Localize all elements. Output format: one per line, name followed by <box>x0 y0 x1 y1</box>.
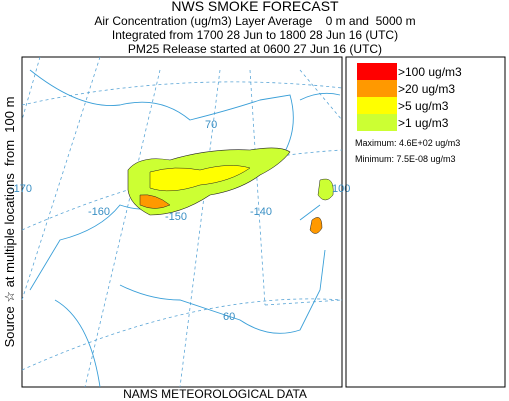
legend-label: >1 ug/m3 <box>398 116 449 130</box>
legend-frame <box>345 56 506 388</box>
subtitle: Integrated from 1700 28 Jun to 1800 28 J… <box>112 28 398 42</box>
map-label: -150 <box>165 211 187 223</box>
latitude-line <box>21 298 343 371</box>
title: NWS SMOKE FORECAST <box>171 0 339 14</box>
legend-maximum: Maximum: 4.6E+02 ug/m3 <box>355 138 460 148</box>
legend-swatch <box>357 80 397 97</box>
legend-minimum: Minimum: 7.5E-08 ug/m3 <box>355 154 456 164</box>
side-label: Source ☆ at multiple locations from 100 … <box>2 97 17 348</box>
legend-swatch <box>357 97 397 114</box>
map-frame <box>21 56 343 388</box>
legend-label: >20 ug/m3 <box>398 82 455 96</box>
legend-label: >5 ug/m3 <box>398 99 449 113</box>
smoke-plume <box>149 165 251 192</box>
map-label: -160 <box>88 206 110 218</box>
map-label: 60 <box>223 311 235 323</box>
map-label: -140 <box>250 206 272 218</box>
smoke-plume <box>139 194 171 209</box>
smoke-plume <box>317 178 334 201</box>
map-label: -170 <box>10 183 32 195</box>
legend-swatch <box>357 114 397 131</box>
legend-swatch <box>357 63 397 80</box>
map-label: 100 <box>332 183 350 195</box>
legend-label: >100 ug/m3 <box>398 65 462 79</box>
subtitle: PM25 Release started at 0600 27 Jun 16 (… <box>128 42 382 56</box>
coastline <box>299 92 341 101</box>
smoke-plume <box>309 217 323 234</box>
map: 70 -170 -160 -150 -140 100 60 <box>10 56 350 388</box>
map-label: 70 <box>205 119 217 131</box>
longitude-line <box>21 56 343 388</box>
legend: >100 ug/m3 >20 ug/m3 >5 ug/m3 >1 ug/m3 <box>357 63 462 131</box>
footer: NAMS METEOROLOGICAL DATA <box>123 387 307 401</box>
subtitle: Air Concentration (ug/m3) Layer Average … <box>94 14 415 28</box>
